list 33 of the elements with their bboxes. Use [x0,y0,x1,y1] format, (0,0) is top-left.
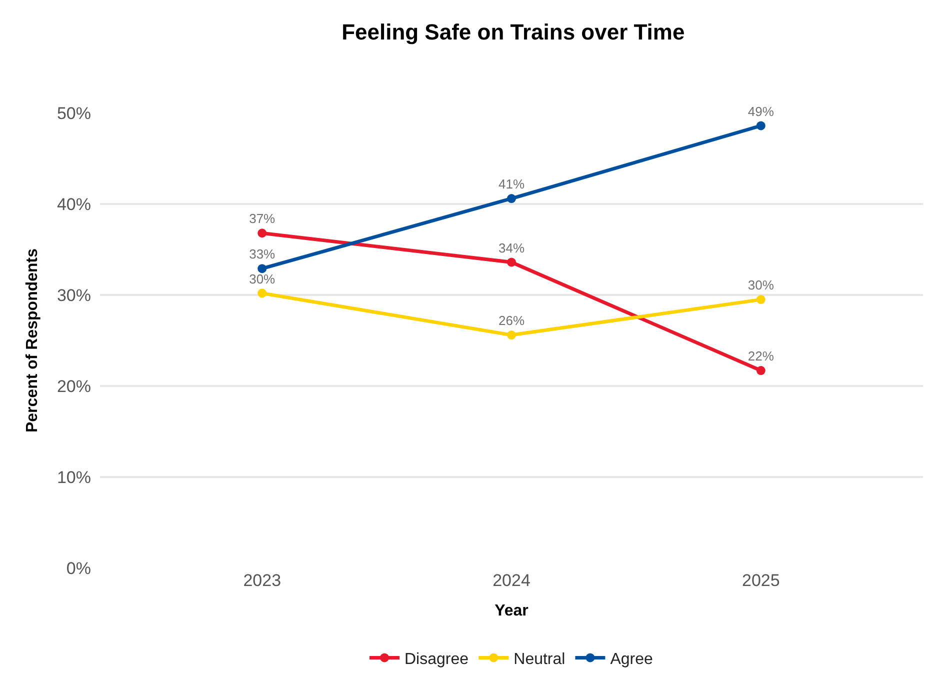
point [756,295,766,304]
point [756,366,766,376]
chart-title: Feeling Safe on Trains over Time [342,19,685,44]
data-label: 30% [249,271,276,286]
data-label: 34% [498,240,525,256]
data-label: 33% [249,246,276,262]
legend-label: Disagree [404,650,469,668]
legend-label: Agree [610,650,654,668]
y-tick-label: 10% [56,468,91,487]
y-tick-label: 40% [56,194,91,214]
data-label: 26% [498,313,525,328]
x-tick-label: 2023 [243,571,282,590]
legend-label: Neutral [514,650,566,668]
y-axis-title: Percent of Respondents [24,248,41,433]
data-label: 49% [748,104,774,119]
x-tick-label: 2024 [492,571,530,590]
x-tick-label: 2025 [742,571,780,590]
point [507,258,516,267]
x-axis-title: Year [494,602,528,620]
point [258,288,267,298]
point [258,264,267,274]
y-tick-label: 0% [66,558,91,578]
data-label: 41% [498,176,525,192]
point [258,228,267,238]
data-label: 37% [249,211,276,226]
y-tick-label: 50% [56,104,91,123]
point [756,121,766,130]
point [507,194,516,204]
y-tick-label: 20% [56,376,91,396]
data-label: 30% [748,278,774,293]
point [507,330,516,340]
y-tick-label: 30% [56,286,91,305]
data-label: 22% [748,348,774,364]
